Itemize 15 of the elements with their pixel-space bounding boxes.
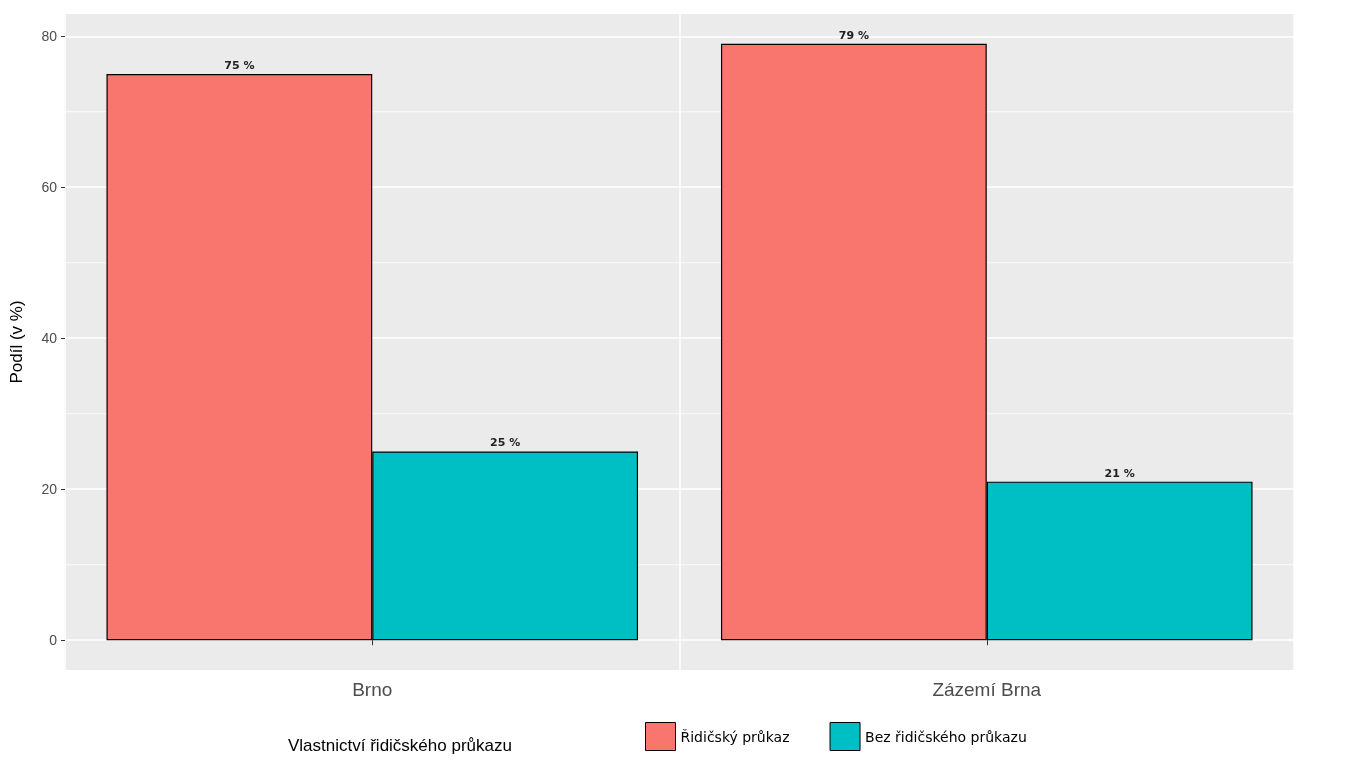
legend-label: Bez řidičského průkazu [865,728,1027,745]
data-label: 21 % [1104,466,1135,480]
y-tick-label: 40 [41,330,58,347]
legend-title: Vlastnictví řidičského průkazu [288,736,512,755]
y-tick-label: 20 [41,481,58,498]
data-label: 75 % [224,59,255,73]
x-tick-label: Brno [352,679,393,700]
y-tick-label: 0 [49,632,58,649]
data-label: 25 % [490,436,521,450]
data-label: 79 % [838,28,869,42]
legend-label: Řidičský průkaz [680,728,790,745]
y-axis-title: Podíl (v %) [7,300,26,384]
x-tick-label: Zázemí Brna [932,679,1042,700]
y-tick-label: 80 [41,28,58,45]
y-tick-label: 60 [41,179,58,196]
